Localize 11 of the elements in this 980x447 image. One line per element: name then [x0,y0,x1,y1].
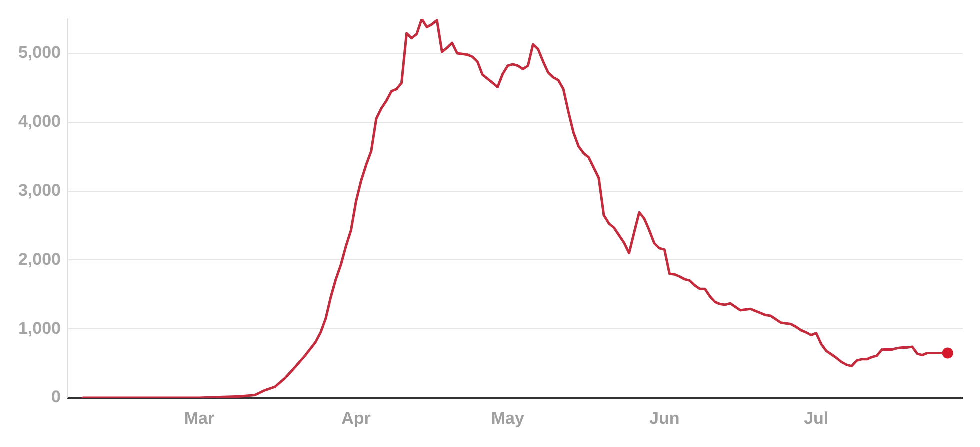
y-tick-label: 1,000 [18,318,61,338]
y-tick-label: 0 [52,388,61,407]
y-tick-label: 5,000 [18,43,61,62]
y-tick-label: 4,000 [18,112,61,132]
x-tick-label: May [491,408,525,428]
x-tick-label: Apr [342,408,372,428]
x-tick-label: Jul [804,408,829,428]
y-tick-label: 3,000 [18,180,61,200]
y-tick-label: 2,000 [18,250,61,269]
x-tick-label: Jun [650,408,680,428]
x-tick-label: Mar [184,408,215,428]
